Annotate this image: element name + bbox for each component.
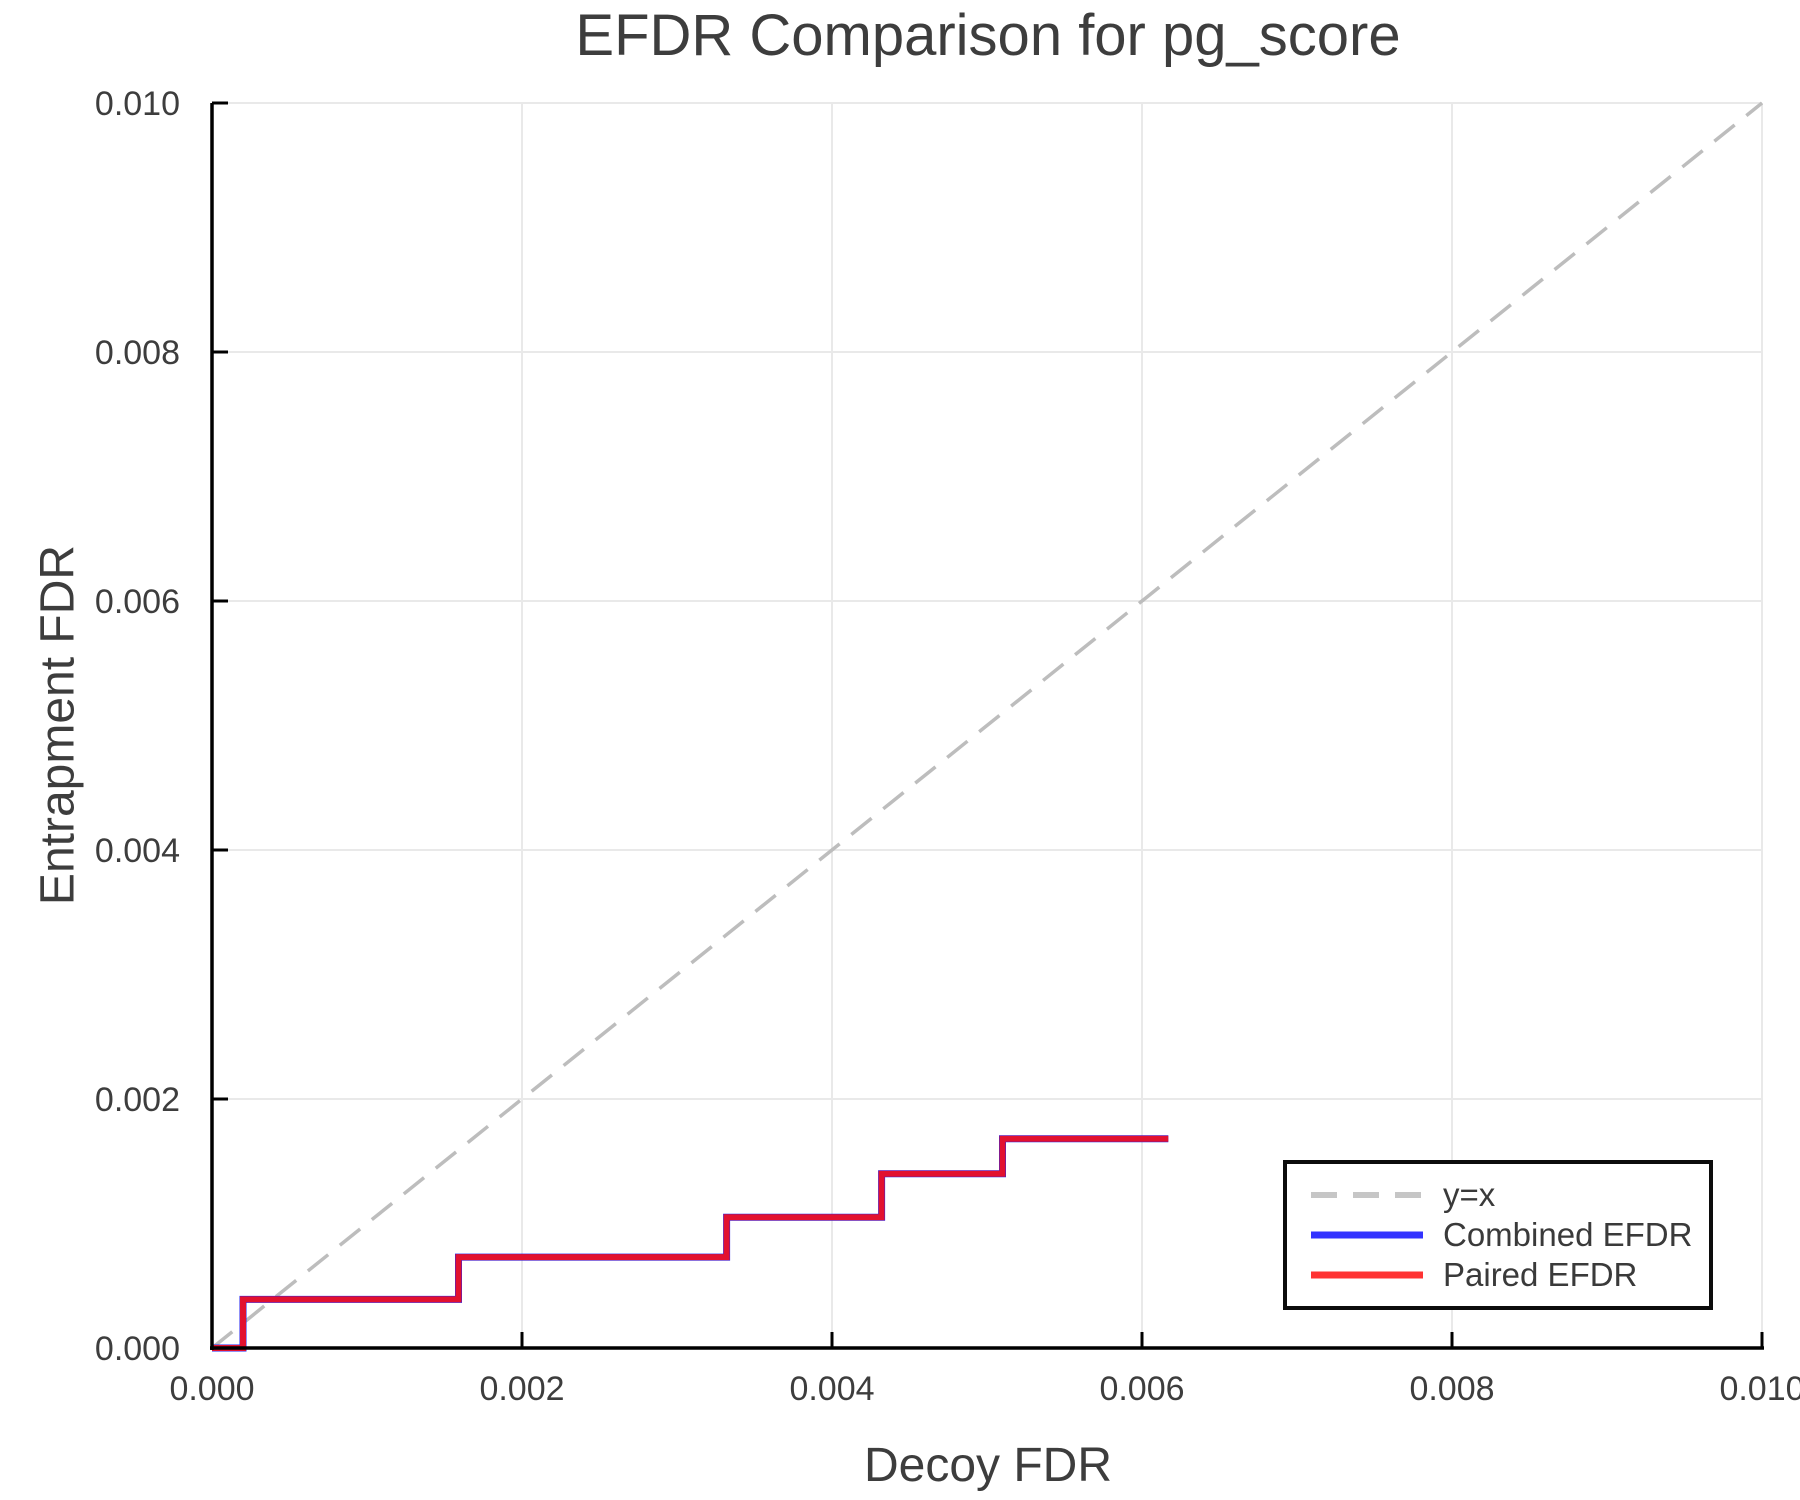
series-line-paired-efdr [212,1135,1169,1351]
y-tick-label: 0.006 [95,583,180,621]
legend-entry-label: Combined EFDR [1443,1216,1693,1253]
legend-entry-label: y=x [1443,1176,1496,1213]
series-line-combined-efdr [212,1135,1169,1352]
legend: y=x Combined EFDR Paired EFDR [1283,1160,1713,1310]
y-tick-label: 0.010 [95,85,180,123]
legend-entry-label: Paired EFDR [1443,1256,1638,1293]
y-tick-label: 0.002 [95,1081,180,1119]
x-tick-label: 0.010 [1719,1370,1800,1408]
x-tick-label: 0.002 [479,1370,564,1408]
legend-swatch-combined-efdr [1311,1231,1423,1239]
y-tick-label: 0.004 [95,832,180,870]
legend-swatch-paired-efdr [1311,1271,1423,1279]
y-tick-label: 0.000 [95,1330,180,1368]
x-tick-label: 0.004 [789,1370,874,1408]
x-tick-label: 0.000 [169,1370,254,1408]
legend-entry: Combined EFDR [1287,1215,1709,1255]
x-axis-label: Decoy FDR [863,1439,1113,1492]
legend-entry: Paired EFDR [1287,1255,1709,1295]
y-axis-label: Entrapment FDR [31,544,85,906]
legend-entry: y=x [1287,1175,1709,1215]
x-tick-label: 0.006 [1099,1370,1184,1408]
legend-swatch-y-x [1311,1192,1423,1198]
chart-title: EFDR Comparison for pg_score [575,3,1401,68]
y-tick-label: 0.008 [95,334,180,372]
x-tick-label: 0.008 [1409,1370,1494,1408]
series-line-y-x [210,101,1764,1350]
